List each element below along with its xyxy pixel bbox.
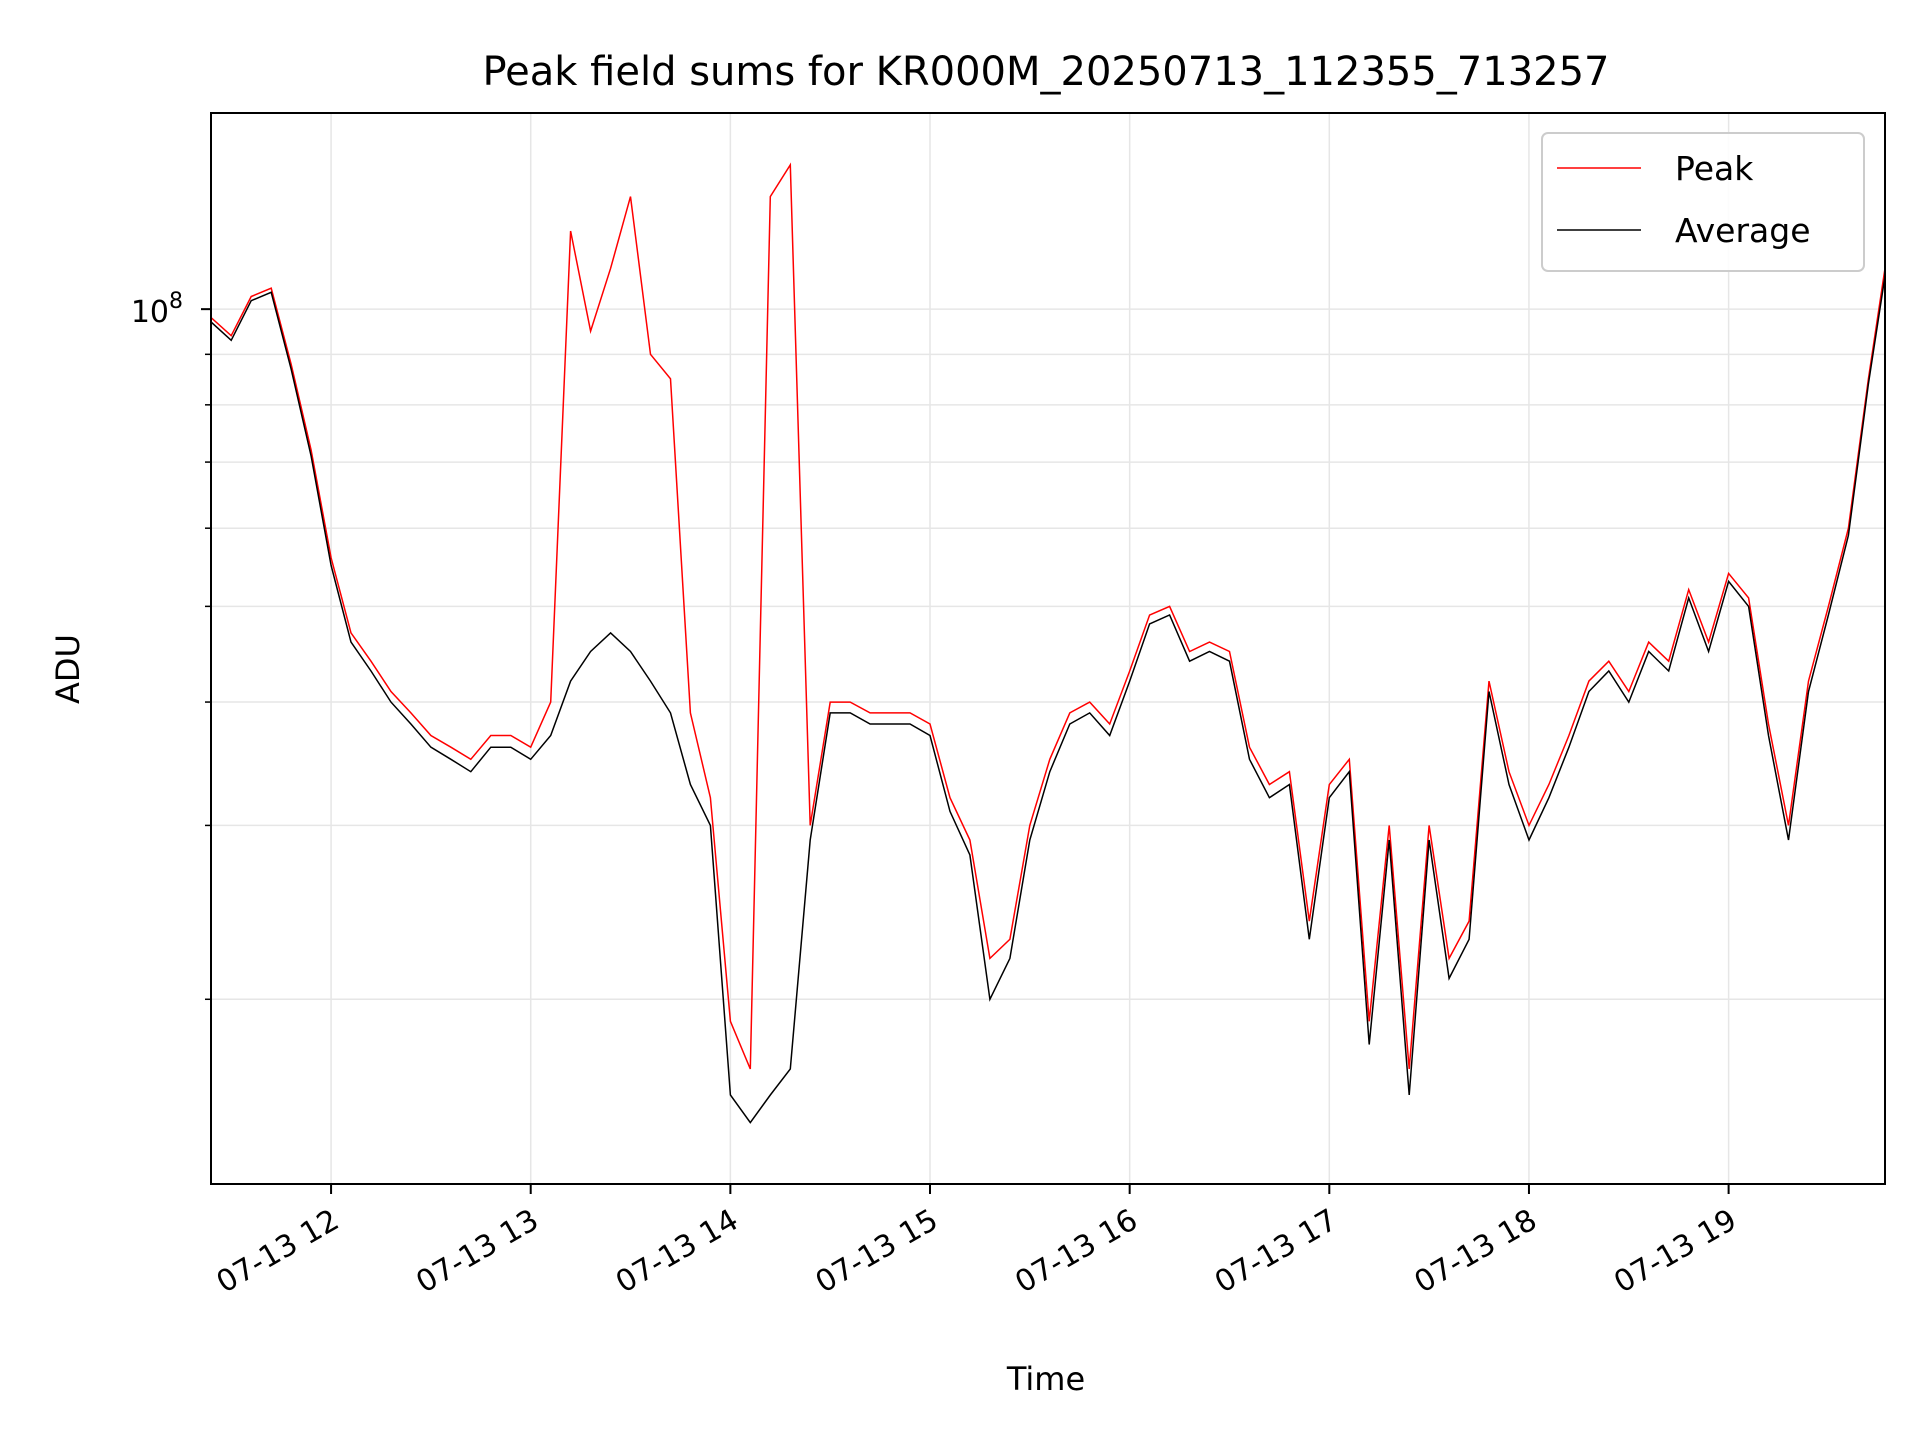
chart-title: Peak field sums for KR000M_20250713_1123…	[482, 49, 1609, 95]
legend-average-label: Average	[1675, 211, 1811, 250]
y-tick-label: 108	[131, 289, 183, 330]
legend-peak-label: Peak	[1675, 149, 1754, 188]
x-axis-title: Time	[1006, 1360, 1085, 1398]
legend: Peak Average	[1541, 132, 1865, 272]
series-line-average	[211, 275, 1885, 1124]
plot-frame	[210, 112, 1886, 1185]
y-axis-title: ADU	[49, 634, 87, 704]
grid	[211, 113, 1885, 1184]
plot-series	[211, 162, 1885, 1124]
series-line-peak	[211, 162, 1885, 1070]
